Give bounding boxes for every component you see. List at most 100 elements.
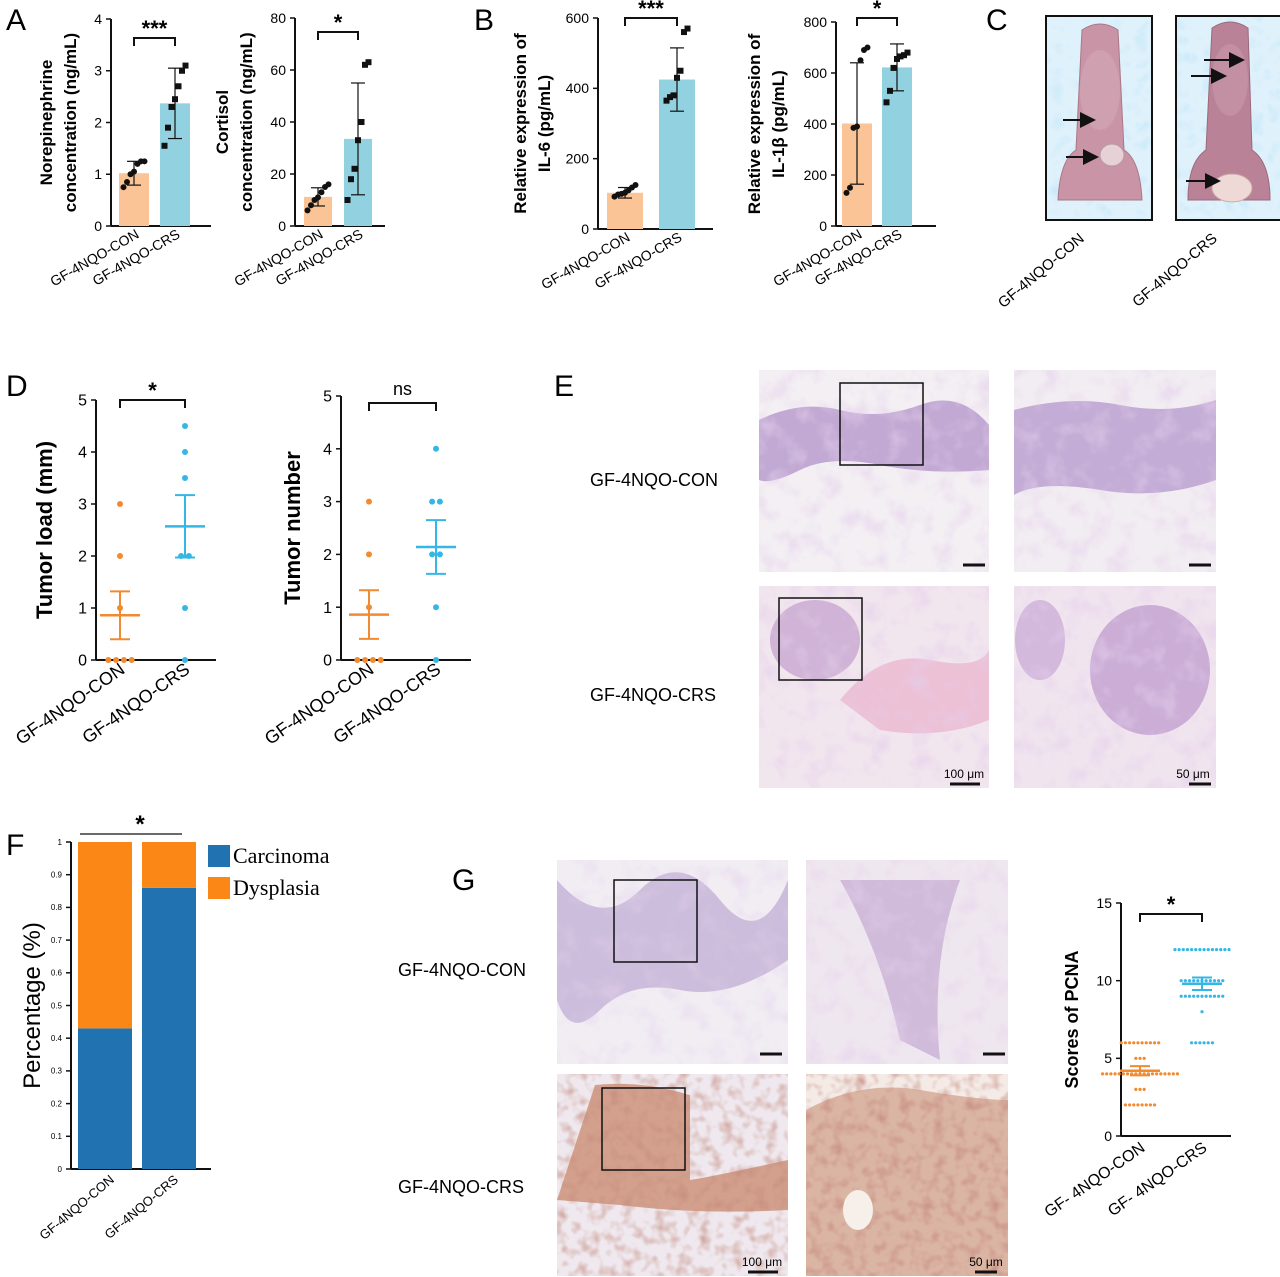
data-point (1208, 994, 1212, 998)
data-point (1100, 1072, 1105, 1076)
data-point (1202, 948, 1206, 952)
panel-label-g: G (452, 864, 475, 897)
data-point (128, 657, 135, 663)
data-point (1123, 1103, 1128, 1107)
data-point (684, 25, 691, 32)
data-point (1155, 1072, 1159, 1076)
data-point (1204, 994, 1208, 998)
data-point (165, 124, 171, 131)
y-tick-label: 0.8 (51, 903, 63, 912)
data-point (182, 449, 188, 455)
data-point (1136, 1041, 1140, 1045)
data-point (358, 119, 365, 125)
y-tick-label: 0 (1104, 1128, 1112, 1144)
significance-bracket (119, 399, 186, 408)
y-tick-label: 20 (270, 166, 286, 182)
he-image-con-high (1014, 370, 1216, 572)
data-point (1223, 948, 1227, 952)
data-point (1217, 979, 1221, 983)
data-point (854, 123, 860, 130)
significance-bracket (856, 17, 898, 26)
data-point (141, 158, 148, 165)
data-point (366, 551, 372, 558)
chart-tumor-load: 0 1 2 3 4 5 * Tumor load (mm) GF-4NQO-CONGF-4NQO… (12, 378, 216, 749)
y-tick-label: 0.7 (51, 936, 63, 945)
data-point (117, 501, 123, 507)
data-point (1219, 948, 1223, 952)
ihc-image-crs-low (557, 1074, 788, 1276)
g-row-label-crs: GF-4NQO-CRS (398, 1177, 524, 1197)
data-point (168, 103, 175, 110)
data-point (1183, 994, 1187, 998)
chart-norepinephrine: 0 1 2 3 4 *** Norepinephrine concentration (ng/… (37, 11, 211, 289)
y-tick-label: 1 (94, 166, 102, 182)
data-point (429, 498, 436, 505)
he-image-crs-high (1014, 586, 1216, 788)
data-point (1194, 1041, 1198, 1045)
scale-label-g-50: 50 μm (969, 1255, 1003, 1269)
y-tick-label: 3 (94, 63, 102, 79)
data-point (1128, 1103, 1132, 1107)
data-point (864, 44, 871, 51)
data-point (1181, 948, 1185, 952)
data-point (182, 423, 188, 429)
data-point (429, 551, 436, 558)
x-tick-label: GF- 4NQO-CON (1042, 1139, 1149, 1221)
data-point (362, 61, 368, 68)
x-tick-label: GF-4NQO-CON (261, 659, 377, 749)
x-tick-label: GF-4NQO-CRS (592, 229, 685, 292)
data-point (1206, 948, 1210, 952)
data-point (632, 182, 639, 189)
significance-bracket (1139, 913, 1203, 922)
data-point (369, 657, 376, 663)
data-point (1175, 1072, 1180, 1076)
data-point (677, 67, 684, 74)
significance-label: *** (638, 0, 664, 21)
data-point (847, 184, 853, 191)
data-point (857, 57, 864, 64)
data-point (663, 97, 670, 104)
data-point (1128, 1041, 1132, 1045)
panel-label-e: E (554, 370, 574, 403)
panel-label-c: C (986, 4, 1008, 37)
data-point (1179, 994, 1183, 998)
ihc-image-con-low (557, 860, 788, 1064)
data-point (887, 87, 893, 94)
data-point (308, 202, 314, 209)
data-point (1171, 1072, 1175, 1076)
data-point (1196, 994, 1200, 998)
data-point (670, 92, 677, 99)
he-image-crs-low (759, 586, 989, 788)
significance-bracket (317, 31, 359, 40)
data-point (1109, 1072, 1113, 1076)
significance-label: * (135, 811, 145, 838)
data-point (1221, 979, 1225, 983)
data-point (433, 657, 439, 663)
e-row-label-crs: GF-4NQO-CRS (590, 685, 716, 705)
y-tick-label: 200 (566, 151, 590, 167)
data-point (1150, 1072, 1155, 1076)
data-point (436, 498, 443, 505)
panel-label-b: B (474, 4, 494, 37)
y-tick-label: 10 (1096, 973, 1112, 989)
data-point (1179, 979, 1183, 983)
data-point (1152, 1041, 1157, 1045)
data-point (1173, 948, 1177, 952)
data-point (124, 179, 130, 186)
y-tick-label: 0.4 (51, 1034, 63, 1043)
data-point (1212, 979, 1217, 983)
y-tick-label: 2 (94, 114, 102, 130)
data-point (1157, 1041, 1161, 1045)
y-tick-label: 0 (78, 653, 87, 670)
data-point (1194, 948, 1198, 952)
y-tick-label: 1 (323, 600, 332, 617)
panel-label-d: D (6, 370, 28, 403)
y-tick-label: 0 (94, 218, 102, 234)
significance-label: * (1167, 892, 1176, 917)
chart-il1b: 0 200 400 600 800 * Relative expression of IL-1… (745, 0, 936, 289)
data-point (1125, 1072, 1130, 1076)
y-tick-label: 0 (278, 218, 286, 234)
data-point (325, 181, 332, 188)
y-tick-label: 0.6 (51, 969, 63, 978)
